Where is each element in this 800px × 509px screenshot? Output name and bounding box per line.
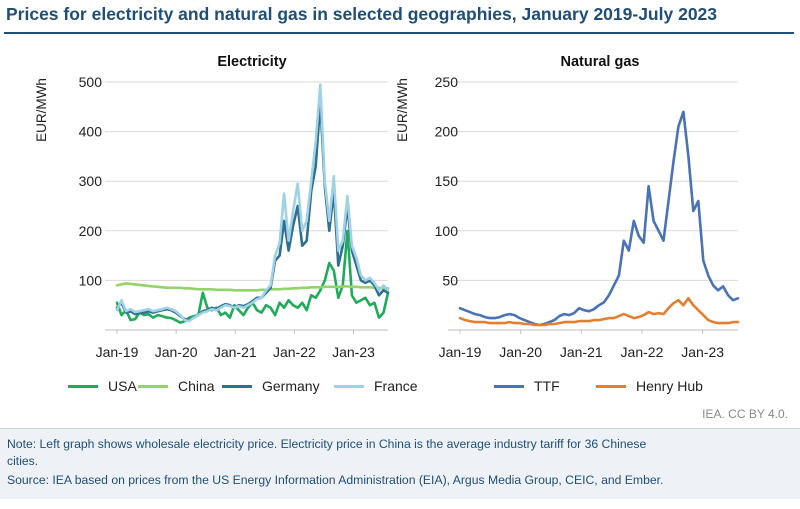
legend-swatch-henry-hub: [596, 384, 626, 388]
chart-title-electricity: Electricity: [217, 54, 286, 70]
x-tick-label-electricity-3: Jan-22: [273, 344, 316, 360]
legend-item-china: China: [138, 377, 215, 395]
y-tick-label-electricity-2: 300: [79, 173, 103, 189]
legend-item-germany: Germany: [222, 377, 320, 395]
chart-title-gas: Natural gas: [561, 54, 640, 70]
note-line-1: Note: Left graph shows wholesale electri…: [7, 437, 647, 451]
legend-item-usa: USA: [68, 377, 137, 395]
legend-swatch-china: [138, 384, 168, 388]
y-tick-label-electricity-0: 100: [79, 272, 103, 288]
series-line-gas-henry-hub: [458, 296, 740, 327]
legend-item-henry-hub: Henry Hub: [596, 377, 703, 395]
x-tick-label-gas-0: Jan-19: [439, 344, 482, 360]
x-tick-label-electricity-0: Jan-19: [96, 344, 139, 360]
x-tick-label-electricity-2: Jan-21: [214, 344, 257, 360]
page-title: Prices for electricity and natural gas i…: [6, 4, 718, 24]
x-tick-label-gas-2: Jan-21: [560, 344, 603, 360]
legend-item-ttf: TTF: [494, 377, 560, 395]
y-tick-label-gas-2: 150: [435, 173, 459, 189]
title-divider: [4, 32, 794, 34]
x-tick-label-gas-1: Jan-20: [499, 344, 542, 360]
credit-text: IEA. CC BY 4.0.: [702, 407, 788, 421]
legend-label-germany: Germany: [262, 378, 320, 394]
x-tick-label-electricity-1: Jan-20: [155, 344, 198, 360]
legend-swatch-germany: [222, 384, 252, 388]
source-line: Source: IEA based on prices from the US …: [7, 473, 664, 487]
y-tick-label-electricity-1: 200: [79, 223, 103, 239]
series-line-electricity-france: [115, 83, 390, 323]
series-line-electricity-usa: [115, 229, 390, 324]
legend-label-usa: USA: [108, 378, 137, 394]
notes-panel: Note: Left graph shows wholesale electri…: [0, 428, 800, 499]
y-axis-label-electricity: EUR/MWh: [34, 78, 49, 142]
note-line-2: cities.: [7, 454, 39, 468]
y-axis-label-gas: EUR/MWh: [395, 78, 410, 142]
series-line-gas-ttf: [458, 110, 740, 327]
charts-area: Electricity EUR/MWh 100 200 300 400 500 Jan-19 J…: [34, 54, 740, 360]
x-tick-label-gas-4: Jan-23: [681, 344, 724, 360]
legend-item-france: France: [334, 377, 418, 395]
y-tick-label-gas-1: 100: [435, 223, 459, 239]
x-tick-label-electricity-4: Jan-23: [332, 344, 375, 360]
y-tick-label-gas-3: 200: [435, 124, 459, 140]
y-tick-label-electricity-4: 500: [79, 74, 103, 90]
legend-label-henry-hub: Henry Hub: [636, 378, 703, 394]
legend-label-ttf: TTF: [534, 378, 560, 394]
legend-swatch-france: [334, 384, 364, 388]
legend-label-france: France: [374, 378, 418, 394]
legend-label-china: China: [178, 378, 215, 394]
y-tick-label-gas-4: 250: [435, 74, 459, 90]
x-tick-label-gas-3: Jan-22: [621, 344, 664, 360]
y-tick-label-gas-0: 50: [442, 272, 458, 288]
y-tick-label-electricity-3: 400: [79, 124, 103, 140]
series-line-electricity-china: [115, 282, 390, 292]
legend-swatch-usa: [68, 384, 98, 388]
legend-swatch-ttf: [494, 384, 524, 388]
